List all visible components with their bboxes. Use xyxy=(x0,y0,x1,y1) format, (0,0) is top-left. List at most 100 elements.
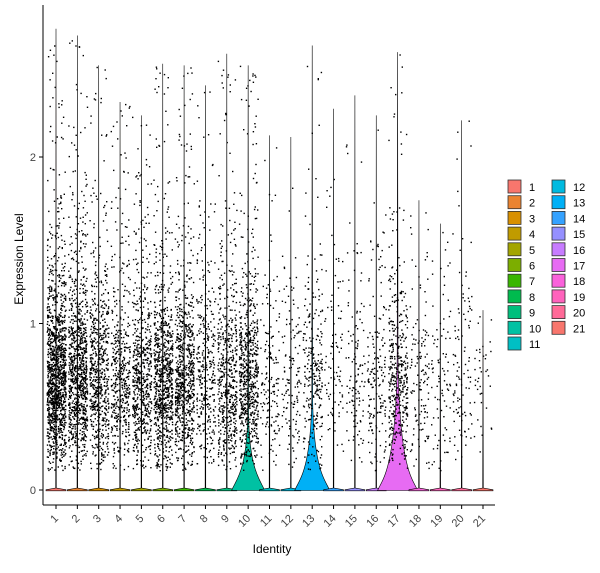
data-point xyxy=(47,316,49,318)
data-point xyxy=(147,387,149,390)
data-point xyxy=(155,423,157,425)
data-point xyxy=(150,355,152,357)
data-point xyxy=(83,377,86,380)
data-point xyxy=(55,333,57,336)
data-point xyxy=(84,396,87,398)
data-point xyxy=(166,211,168,213)
data-point xyxy=(161,390,163,392)
data-point xyxy=(154,306,157,308)
data-point xyxy=(50,345,52,347)
data-point xyxy=(59,378,62,380)
data-point xyxy=(167,315,170,317)
data-point xyxy=(100,97,102,100)
data-point xyxy=(52,373,54,375)
violin-16 xyxy=(365,115,387,492)
data-point xyxy=(47,238,49,241)
data-point xyxy=(48,386,50,388)
data-point xyxy=(167,340,170,342)
data-point xyxy=(54,441,57,443)
data-point xyxy=(81,358,83,360)
data-point xyxy=(101,345,103,347)
data-point xyxy=(157,337,159,339)
data-point xyxy=(106,424,109,426)
data-point xyxy=(63,444,65,446)
data-point xyxy=(149,368,151,370)
data-point xyxy=(144,406,147,408)
data-point xyxy=(76,234,78,236)
data-point xyxy=(113,335,115,337)
data-point xyxy=(92,367,94,369)
data-point xyxy=(162,348,164,350)
data-point xyxy=(159,470,161,472)
data-point xyxy=(104,350,106,352)
data-point xyxy=(143,367,146,369)
data-point xyxy=(84,387,87,389)
data-point xyxy=(82,355,84,357)
data-point xyxy=(58,336,61,338)
data-point xyxy=(150,300,152,303)
data-point xyxy=(51,399,53,401)
data-point xyxy=(128,219,130,221)
data-point xyxy=(93,384,95,387)
data-point xyxy=(82,378,84,381)
data-point xyxy=(118,409,121,411)
data-point xyxy=(144,404,146,407)
data-point xyxy=(95,308,98,310)
data-point xyxy=(96,381,98,384)
data-point xyxy=(50,290,52,293)
data-point xyxy=(176,308,178,311)
data-point xyxy=(147,183,149,185)
data-point xyxy=(73,359,75,362)
data-point xyxy=(142,396,144,398)
data-point xyxy=(132,319,134,322)
data-point xyxy=(86,212,88,214)
data-point xyxy=(94,401,97,404)
data-point xyxy=(132,397,134,399)
data-point xyxy=(58,316,60,319)
data-point xyxy=(68,425,71,428)
data-point xyxy=(167,440,170,442)
data-point xyxy=(159,286,161,288)
data-point xyxy=(162,343,165,345)
data-point xyxy=(74,376,77,378)
data-point xyxy=(91,365,93,367)
data-point xyxy=(110,245,113,247)
data-point xyxy=(140,326,143,329)
data-point xyxy=(158,373,160,376)
data-point xyxy=(153,310,156,313)
data-point xyxy=(86,393,89,395)
data-point xyxy=(157,328,159,331)
data-point xyxy=(96,444,98,446)
data-point xyxy=(193,183,195,185)
data-point xyxy=(110,385,113,388)
data-point xyxy=(142,377,144,380)
data-point xyxy=(69,274,71,277)
data-point xyxy=(141,404,143,406)
data-point xyxy=(140,346,143,348)
data-point xyxy=(61,456,63,459)
data-point xyxy=(171,454,173,456)
data-point xyxy=(106,324,108,327)
data-point xyxy=(111,332,113,334)
data-point xyxy=(61,358,63,361)
data-point xyxy=(111,342,113,345)
data-point xyxy=(144,331,147,334)
data-point xyxy=(150,272,152,274)
data-point xyxy=(114,373,116,375)
data-point xyxy=(123,329,125,331)
data-point xyxy=(102,361,104,363)
data-point xyxy=(60,308,62,310)
data-point xyxy=(143,277,146,279)
data-point xyxy=(115,196,117,199)
data-point xyxy=(155,390,158,392)
data-point xyxy=(117,446,119,449)
data-point xyxy=(134,424,136,426)
data-point xyxy=(144,431,146,433)
data-point xyxy=(93,223,95,225)
data-point xyxy=(155,339,158,342)
data-point xyxy=(154,366,156,368)
data-point xyxy=(121,223,123,225)
data-point xyxy=(59,366,61,368)
data-point xyxy=(184,104,186,107)
data-point xyxy=(166,430,168,433)
